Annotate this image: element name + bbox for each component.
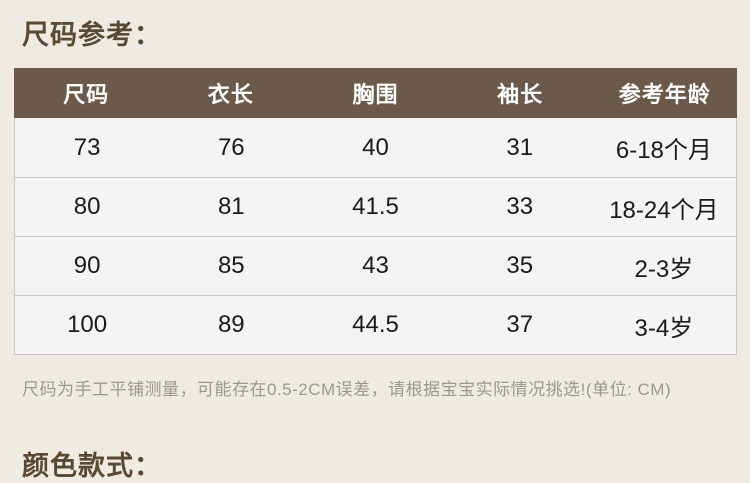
cell-chest: 40 xyxy=(362,133,389,161)
column-header-garment-length: 衣长 xyxy=(207,82,254,107)
color-style-title: 颜色款式： xyxy=(22,451,162,481)
cell-chest: 44.5 xyxy=(352,311,399,338)
cell-size: 100 xyxy=(67,311,108,338)
cell-garment-length: 89 xyxy=(217,311,245,338)
table-row: 100 89 44.5 37 3-4岁 xyxy=(15,295,736,354)
table-row: 90 85 43 35 2-3岁 xyxy=(15,236,736,295)
size-reference-title: 尺码参考： xyxy=(22,20,162,50)
column-header-sleeve-length: 袖长 xyxy=(497,82,544,107)
cell-garment-length: 81 xyxy=(217,193,245,220)
measurement-note: 尺码为手工平铺测量，可能存在0.5-2CM误差，请根据宝宝实际情况挑选!(单位:… xyxy=(22,380,672,399)
column-header-chest: 胸围 xyxy=(352,82,399,107)
cell-size: 73 xyxy=(73,133,101,161)
cell-sleeve-length: 37 xyxy=(506,311,534,338)
cell-size: 80 xyxy=(73,193,101,220)
cell-garment-length: 76 xyxy=(217,133,245,161)
cell-reference-age: 3-4岁 xyxy=(634,314,694,342)
size-table: 尺码 衣长 胸围 袖长 参考年龄 73 76 40 31 6-18个月 80 8… xyxy=(14,68,737,355)
size-table-body: 73 76 40 31 6-18个月 80 81 41.5 33 18-24个月… xyxy=(14,118,737,355)
table-row: 80 81 41.5 33 18-24个月 xyxy=(15,177,736,236)
size-table-header-row: 尺码 衣长 胸围 袖长 参考年龄 xyxy=(14,68,737,118)
column-header-size: 尺码 xyxy=(63,82,110,107)
cell-reference-age: 2-3岁 xyxy=(634,255,694,283)
cell-sleeve-length: 33 xyxy=(506,193,534,220)
cell-reference-age: 18-24个月 xyxy=(609,196,719,224)
cell-size: 90 xyxy=(73,252,101,279)
column-header-reference-age: 参考年龄 xyxy=(618,82,711,107)
table-row: 73 76 40 31 6-18个月 xyxy=(15,118,736,177)
cell-sleeve-length: 35 xyxy=(506,252,534,279)
cell-chest: 43 xyxy=(362,252,389,279)
cell-chest: 41.5 xyxy=(352,193,399,220)
cell-reference-age: 6-18个月 xyxy=(615,137,712,164)
cell-sleeve-length: 31 xyxy=(506,133,534,161)
cell-garment-length: 85 xyxy=(217,252,245,279)
